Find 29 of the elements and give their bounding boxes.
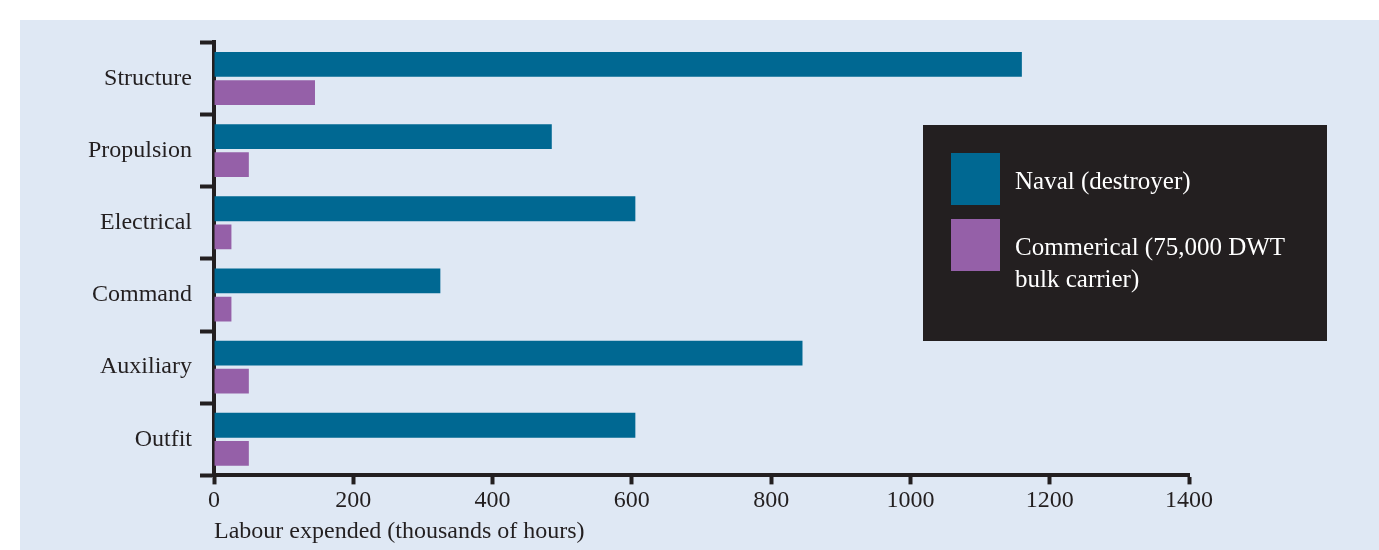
y-tick-label: Propulsion (88, 135, 193, 162)
y-tick-label: Electrical (100, 208, 193, 235)
bar (214, 224, 232, 250)
x-tick-label: 1200 (1025, 486, 1074, 513)
legend-label: Commerical (75,000 DWT bulk carrier) (1015, 232, 1286, 294)
legend-label: Naval (destroyer) (1015, 166, 1191, 197)
bar (214, 196, 636, 222)
x-axis-title: Labour expended (thousands of hours) (214, 516, 585, 543)
y-tick-label: Outfit (134, 424, 193, 451)
bar (214, 368, 249, 394)
bar (214, 80, 315, 105)
x-tick-label: 400 (474, 486, 511, 513)
x-tick-label: 1000 (886, 486, 935, 513)
y-tick-label: Structure (104, 63, 193, 90)
bar (214, 340, 803, 366)
x-tick-label: 600 (613, 486, 650, 513)
bar (214, 268, 441, 294)
x-tick-label: 800 (753, 486, 790, 513)
x-tick-label: 1400 (1165, 486, 1213, 513)
bar (214, 152, 249, 178)
y-tick-label: Command (92, 280, 193, 307)
x-tick-label: 200 (335, 486, 372, 513)
bar (214, 441, 249, 466)
y-tick-label: Auxiliary (100, 352, 193, 379)
x-tick-label: 0 (208, 486, 221, 513)
bar (214, 124, 552, 149)
bar (214, 296, 232, 322)
bar (214, 412, 636, 438)
bar (214, 52, 1022, 77)
